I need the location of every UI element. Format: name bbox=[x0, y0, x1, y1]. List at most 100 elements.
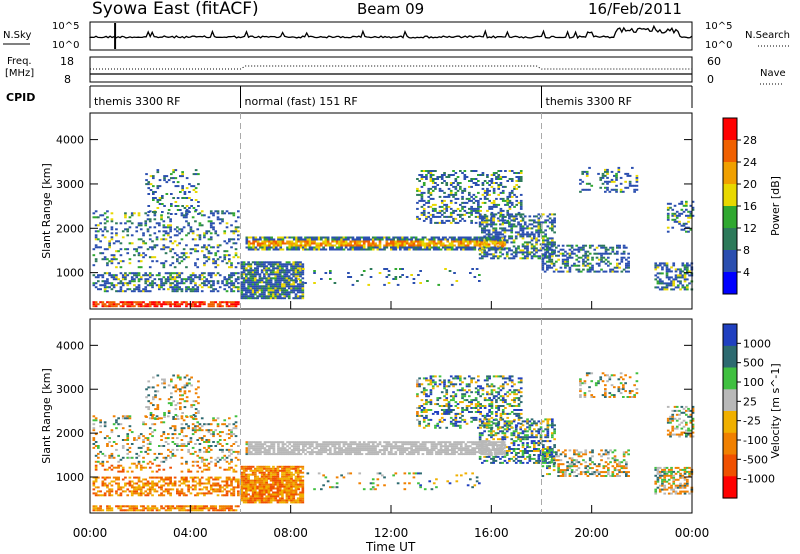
velocity-cell bbox=[103, 437, 107, 440]
power-cell bbox=[185, 234, 188, 237]
power-cell bbox=[530, 255, 534, 258]
velocity-cell bbox=[209, 486, 213, 489]
power-cell bbox=[164, 280, 168, 283]
velocity-cell bbox=[128, 466, 132, 469]
power-cell bbox=[278, 267, 282, 270]
velocity-cell bbox=[92, 505, 96, 508]
velocity-cell bbox=[198, 466, 202, 469]
velocity-cell bbox=[267, 489, 271, 492]
velocity-cell bbox=[245, 501, 248, 504]
power-cell bbox=[601, 172, 605, 175]
power-cell bbox=[272, 283, 275, 286]
power-cell bbox=[396, 242, 400, 245]
power-cell bbox=[194, 220, 197, 223]
power-cell bbox=[588, 182, 591, 185]
velocity-cell bbox=[242, 495, 246, 498]
power-cell bbox=[351, 236, 355, 239]
power-cell bbox=[462, 244, 465, 247]
power-cell bbox=[588, 188, 591, 191]
power-cell bbox=[251, 277, 255, 280]
power-cell bbox=[456, 184, 460, 186]
power-cell bbox=[510, 241, 514, 244]
velocity-cell bbox=[265, 487, 268, 490]
power-cell bbox=[487, 238, 490, 241]
power-cell bbox=[462, 236, 465, 239]
power-cell bbox=[432, 238, 436, 241]
power-cell bbox=[465, 201, 469, 204]
power-cell bbox=[163, 205, 166, 207]
velocity-cell bbox=[142, 482, 145, 485]
power-cell bbox=[429, 170, 433, 172]
power-cell bbox=[686, 266, 689, 269]
power-cell bbox=[216, 218, 220, 221]
power-cell bbox=[287, 271, 291, 274]
power-cell bbox=[232, 286, 236, 289]
power-cell bbox=[669, 206, 672, 209]
power-cell bbox=[414, 246, 418, 249]
power-cell bbox=[232, 301, 236, 304]
power-cell bbox=[490, 180, 494, 182]
velocity-cell bbox=[258, 483, 262, 486]
velocity-cell bbox=[240, 495, 244, 498]
velocity-cell bbox=[160, 439, 163, 441]
velocity-cell bbox=[124, 484, 127, 487]
power-cell bbox=[681, 264, 685, 267]
power-cell bbox=[535, 215, 538, 218]
power-cell bbox=[101, 276, 105, 279]
power-cell bbox=[344, 236, 348, 239]
power-cell bbox=[288, 246, 292, 249]
power-cell bbox=[514, 249, 518, 252]
power-cell bbox=[311, 236, 314, 239]
power-cell bbox=[551, 241, 554, 244]
power-cell bbox=[399, 246, 402, 249]
power-cell bbox=[237, 234, 240, 237]
power-cell bbox=[308, 248, 312, 251]
power-cell bbox=[419, 282, 422, 284]
power-cell bbox=[423, 242, 427, 245]
power-cell bbox=[247, 297, 250, 300]
power-cell bbox=[496, 231, 500, 234]
power-cell bbox=[663, 288, 667, 291]
power-cell bbox=[486, 191, 489, 194]
velocity-cell bbox=[191, 488, 195, 491]
power-cell bbox=[251, 271, 255, 274]
power-cell bbox=[296, 263, 300, 266]
velocity-cell bbox=[249, 499, 253, 502]
power-cell bbox=[287, 279, 291, 282]
power-cell bbox=[110, 218, 114, 221]
power-cell bbox=[245, 269, 248, 272]
velocity-cell bbox=[200, 505, 204, 508]
power-cell bbox=[427, 199, 431, 202]
power-cell bbox=[320, 242, 323, 245]
velocity-cell bbox=[176, 388, 180, 391]
power-cell bbox=[517, 180, 521, 182]
power-cell bbox=[270, 240, 273, 243]
power-cell bbox=[437, 283, 441, 286]
power-cell bbox=[108, 286, 111, 289]
velocity-cell bbox=[207, 439, 211, 441]
velocity-cell bbox=[232, 478, 236, 481]
velocity-cell bbox=[194, 415, 197, 418]
velocity-cell bbox=[234, 478, 238, 481]
power-cell bbox=[292, 283, 296, 286]
power-cell bbox=[559, 248, 563, 251]
power-cell bbox=[616, 252, 619, 255]
velocity-cell bbox=[128, 450, 132, 453]
power-cell bbox=[292, 297, 296, 300]
velocity-cell bbox=[263, 483, 266, 486]
nave-label: Nave bbox=[760, 68, 786, 79]
power-cell bbox=[613, 252, 617, 255]
power-cell bbox=[274, 295, 278, 298]
power-cell bbox=[155, 284, 159, 287]
velocity-cell bbox=[183, 400, 187, 403]
power-cell bbox=[232, 272, 236, 275]
power-cell bbox=[607, 260, 610, 263]
power-cell bbox=[436, 184, 440, 186]
power-cell bbox=[627, 256, 630, 259]
velocity-cell bbox=[234, 509, 238, 512]
power-cell bbox=[686, 284, 689, 287]
power-cell bbox=[256, 279, 259, 282]
velocity-cell bbox=[101, 509, 105, 512]
power-cell bbox=[561, 260, 565, 263]
velocity-cell bbox=[203, 441, 206, 443]
